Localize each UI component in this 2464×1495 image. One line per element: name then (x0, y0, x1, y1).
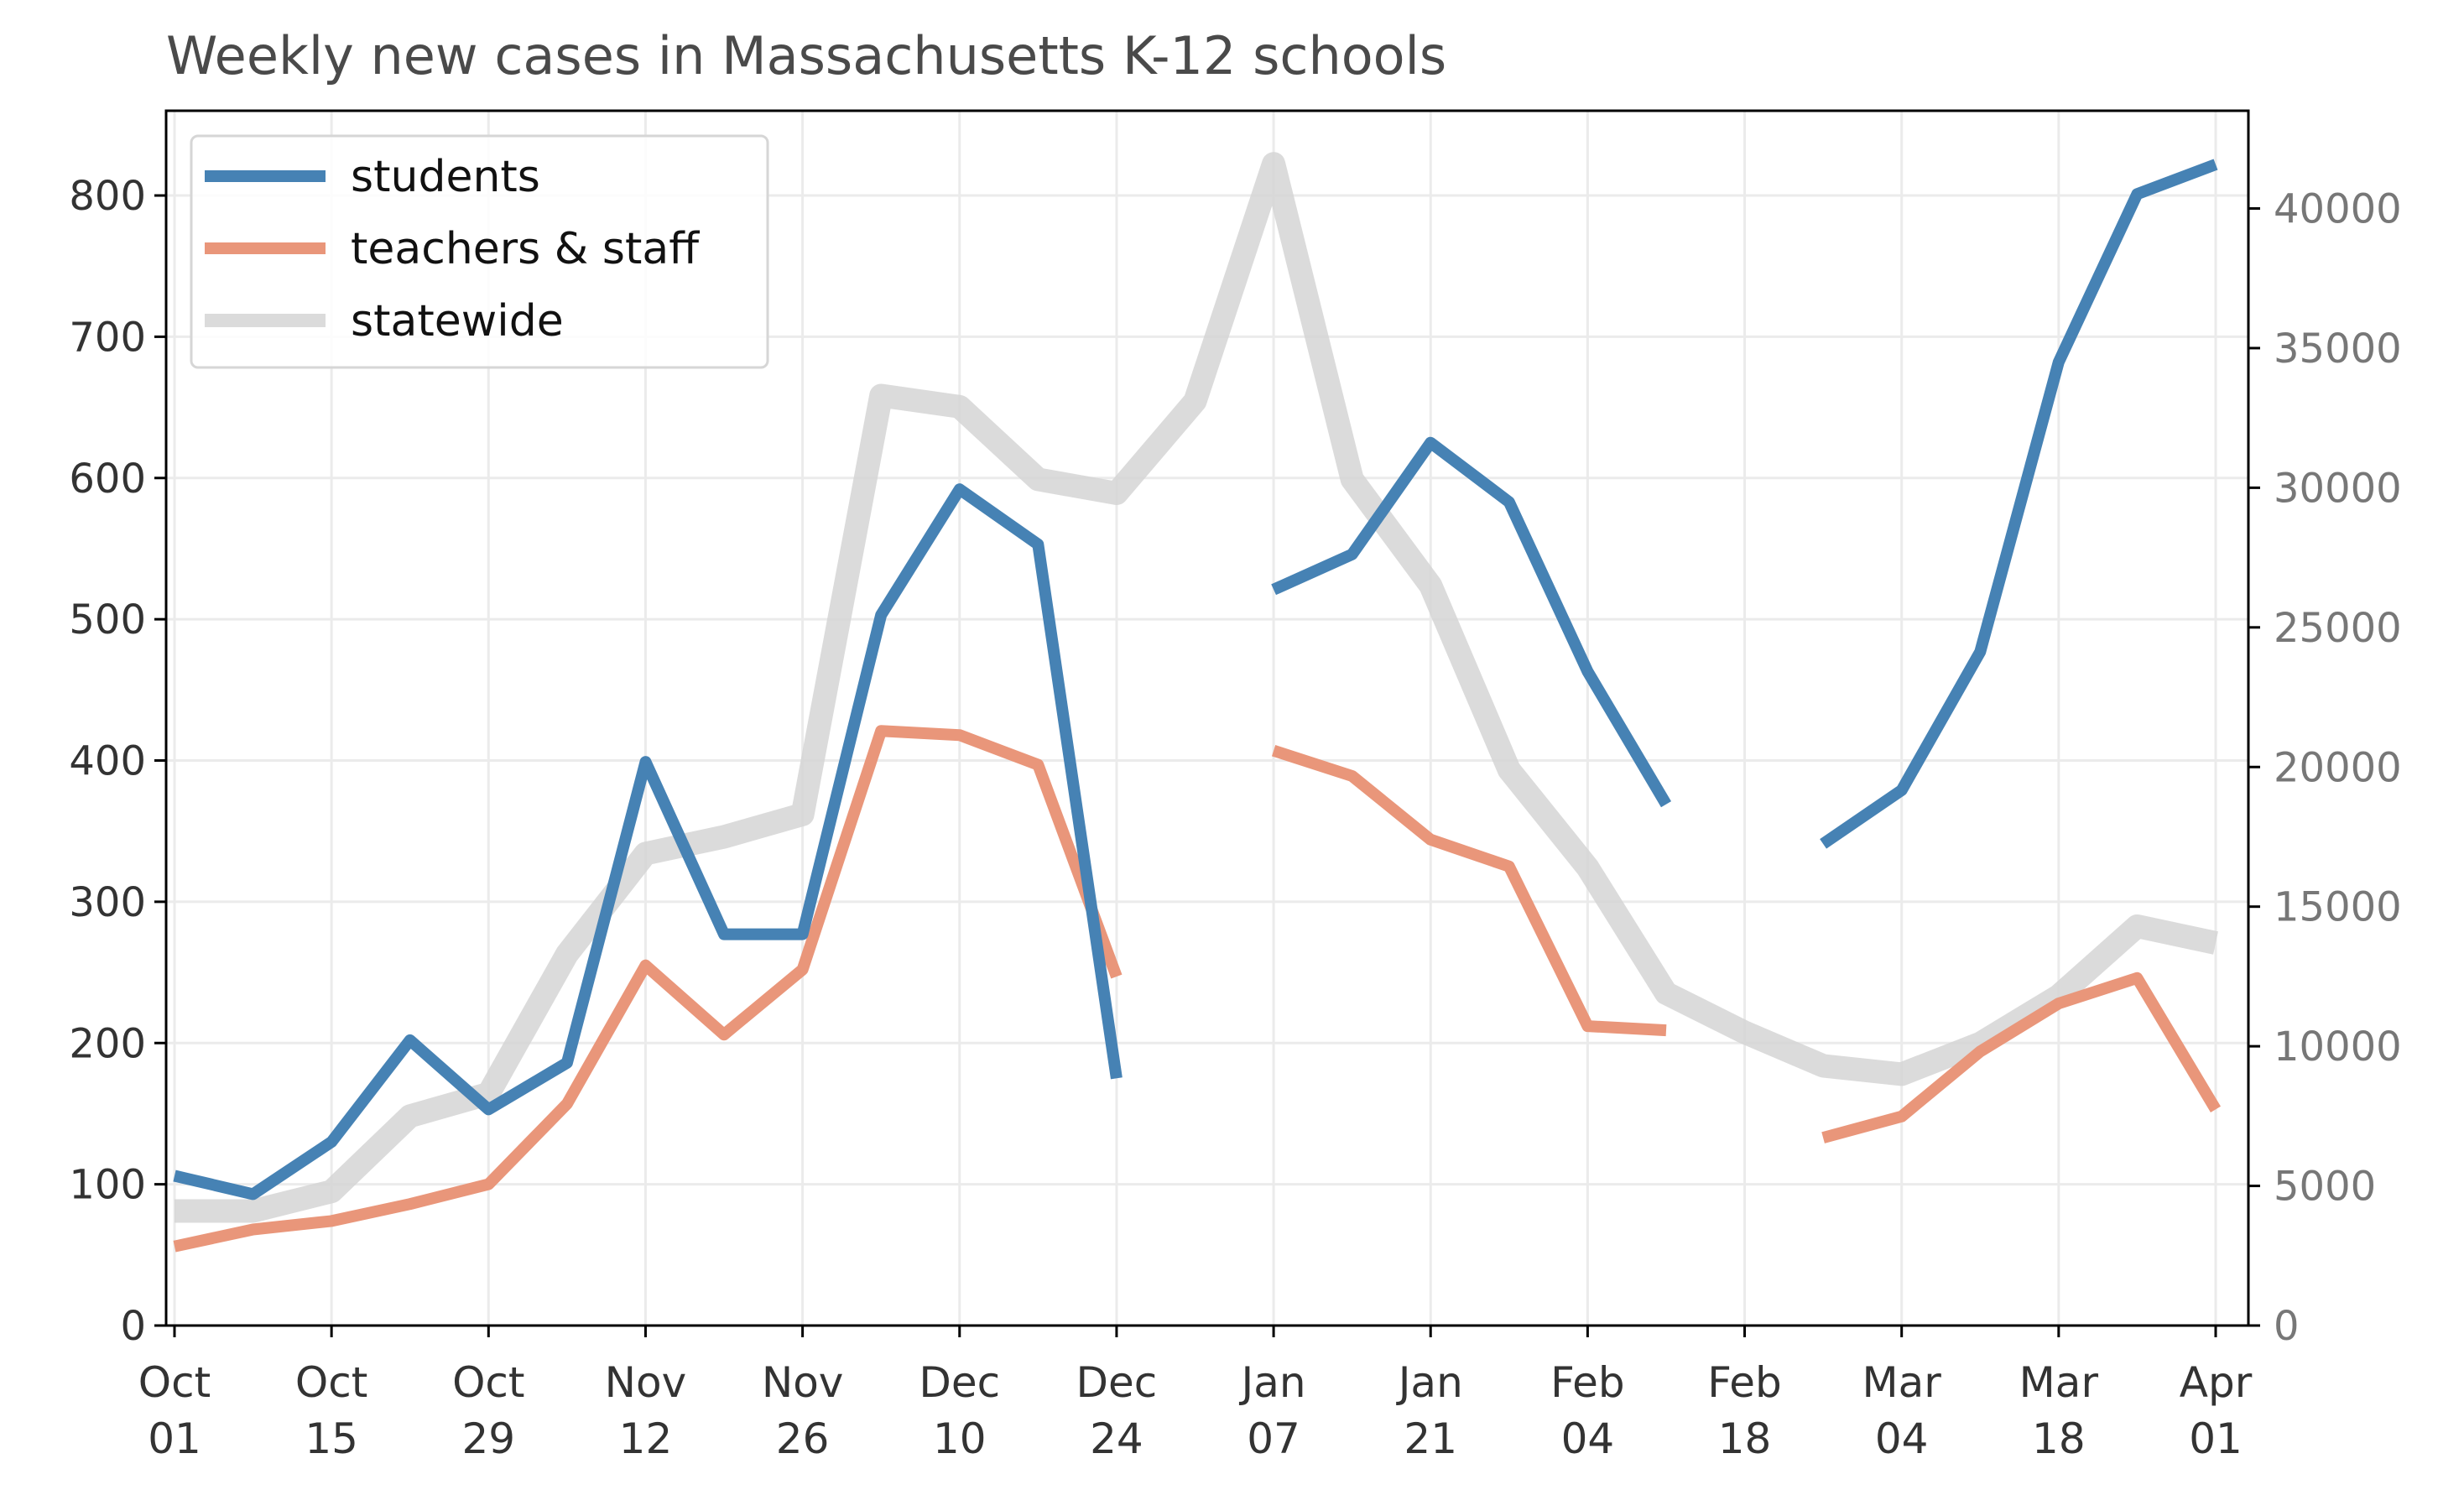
x-tick-month: Mar (2019, 1358, 2099, 1407)
x-tick-day: 01 (2189, 1414, 2243, 1463)
x-tick-day: 18 (1718, 1414, 1772, 1463)
y2-tick-label: 25000 (2274, 605, 2402, 652)
x-tick-month: Oct (138, 1358, 211, 1407)
legend-label: teachers & staff (351, 224, 700, 274)
y2-tick-label: 5000 (2274, 1164, 2376, 1211)
y2-tick-label: 30000 (2274, 465, 2402, 512)
x-tick-day: 24 (1090, 1414, 1143, 1463)
x-tick-month: Apr (2180, 1358, 2253, 1407)
y2-tick-label: 40000 (2274, 186, 2402, 233)
x-tick-day: 01 (148, 1414, 201, 1463)
x-tick-month: Feb (1550, 1358, 1625, 1407)
legend-label: statewide (351, 296, 564, 346)
legend: students teachers & staff statewide (190, 134, 769, 369)
y-tick-label: 100 (69, 1162, 146, 1209)
series-line-teachers-staff (173, 725, 1123, 1253)
y2-tick-label: 20000 (2274, 744, 2402, 791)
y-tick-label: 600 (69, 456, 146, 503)
y-tick-label: 800 (69, 173, 146, 220)
x-tick-month: Feb (1707, 1358, 1782, 1407)
y-tick-label: 300 (69, 879, 146, 926)
axes: 0 100 200 300 400 500 600 700 800 0 5000 10000 15000… (69, 173, 2401, 1463)
x-tick-month: Mar (1862, 1358, 1942, 1407)
y2-tick-label: 15000 (2274, 884, 2402, 931)
y-tick-label: 400 (69, 738, 146, 785)
series-line-students (1271, 436, 1672, 808)
series-line-students (1820, 159, 2218, 849)
x-tick-month: Dec (1076, 1358, 1158, 1407)
x-tick-day: 21 (1404, 1414, 1457, 1463)
y2-tick-label: 35000 (2274, 326, 2402, 372)
x-tick-day: 12 (619, 1414, 673, 1463)
y-tick-label: 200 (69, 1020, 146, 1067)
x-tick-day: 15 (305, 1414, 358, 1463)
series-line-statewide (175, 152, 2218, 1223)
x-tick-month: Jan (1396, 1358, 1463, 1407)
series-line-teachers-staff (1821, 971, 2222, 1143)
x-tick-day: 04 (1561, 1414, 1615, 1463)
x-tick-day: 26 (776, 1414, 830, 1463)
legend-label: students (351, 152, 540, 202)
y2-tick-label: 10000 (2274, 1024, 2402, 1070)
x-tick-month: Dec (919, 1358, 1000, 1407)
x-tick-day: 07 (1247, 1414, 1300, 1463)
x-tick-month: Jan (1239, 1358, 1306, 1407)
y-tick-label: 700 (69, 314, 146, 361)
y2-tick-label: 0 (2274, 1303, 2300, 1350)
x-tick-day: 04 (1875, 1414, 1929, 1463)
series-lines (173, 152, 2222, 1253)
series-line-teachers-staff (1271, 745, 1667, 1037)
x-tick-month: Oct (295, 1358, 367, 1407)
legend-box (190, 134, 769, 369)
x-tick-month: Nov (762, 1358, 844, 1407)
x-tick-day: 10 (933, 1414, 987, 1463)
x-tick-month: Nov (605, 1358, 687, 1407)
x-tick-day: 29 (461, 1414, 515, 1463)
y-tick-label: 0 (120, 1303, 146, 1350)
chart-title: Weekly new cases in Massachusetts K-12 s… (166, 25, 1446, 86)
x-tick-day: 18 (2032, 1414, 2086, 1463)
series-line-students (173, 483, 1123, 1201)
x-tick-month: Oct (452, 1358, 524, 1407)
y-tick-label: 500 (69, 596, 146, 643)
plot-frame (164, 109, 2250, 1327)
